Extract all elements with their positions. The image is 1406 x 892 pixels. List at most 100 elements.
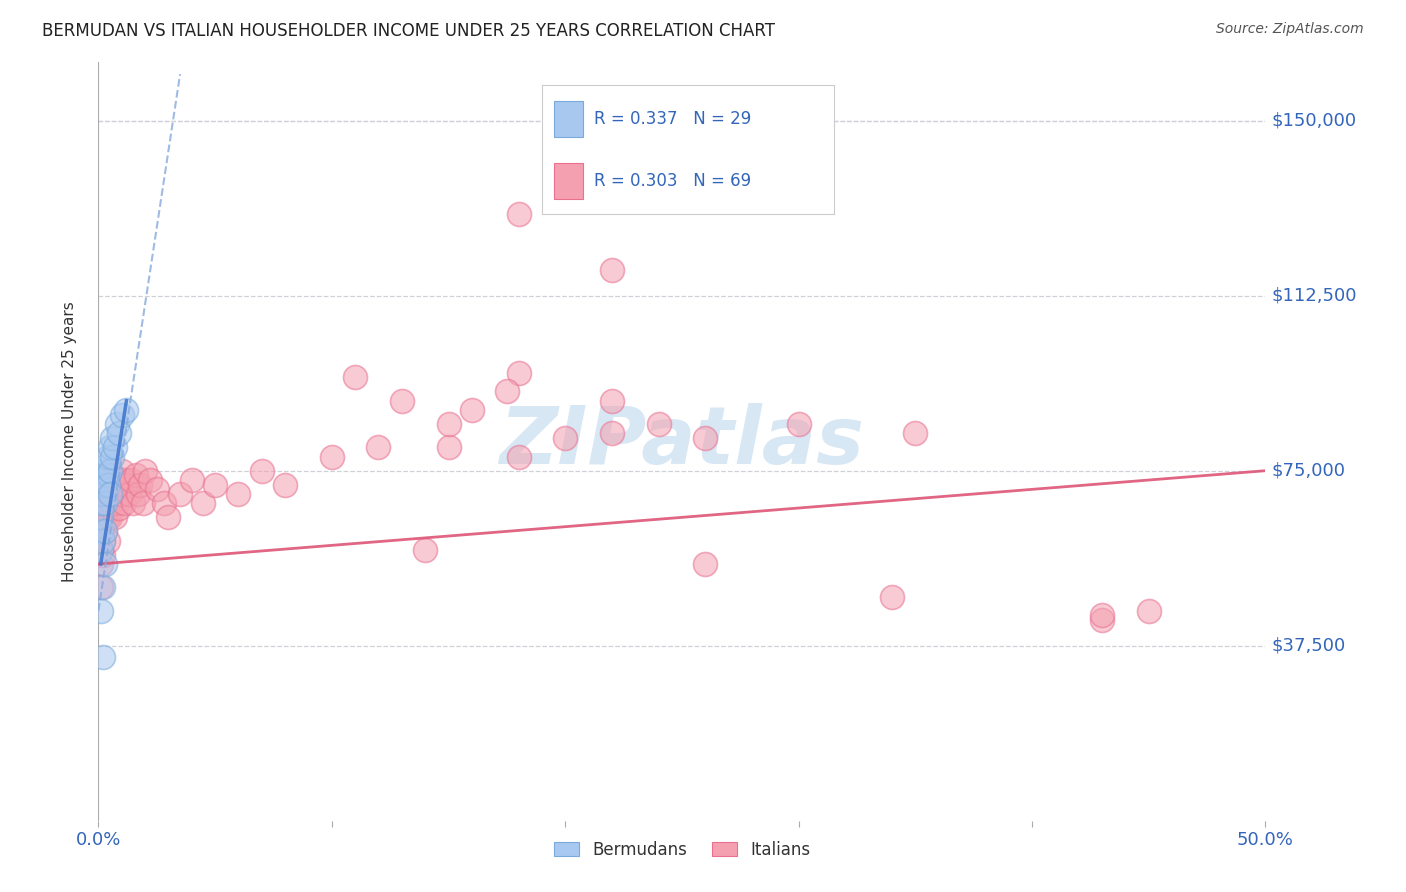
Point (111, 487, 134, 501)
Point (91, 580, 114, 594)
Point (90, 524, 112, 539)
Point (134, 464, 156, 478)
Point (97, 533, 120, 548)
Point (97, 510, 120, 524)
Point (695, 557, 717, 571)
Point (132, 496, 155, 510)
Text: $37,500: $37,500 (1271, 637, 1346, 655)
Point (461, 403, 484, 417)
Point (94, 483, 117, 497)
Point (1091, 613, 1114, 627)
Point (496, 384, 519, 399)
Point (108, 477, 131, 491)
Point (94, 557, 117, 571)
Point (94, 524, 117, 539)
Point (98, 496, 121, 510)
Point (139, 473, 162, 487)
Point (127, 487, 149, 501)
Point (146, 483, 169, 497)
Point (90, 543, 112, 558)
Point (250, 464, 273, 478)
Point (437, 441, 460, 455)
Point (104, 441, 127, 455)
Point (91, 496, 114, 510)
Text: ZIPatlas: ZIPatlas (499, 402, 865, 481)
Point (101, 450, 124, 464)
Point (122, 496, 145, 510)
Point (112, 473, 135, 487)
Point (115, 403, 138, 417)
Point (105, 496, 128, 510)
Point (152, 496, 174, 510)
Point (104, 477, 127, 491)
Point (90, 557, 112, 571)
Point (413, 543, 436, 558)
Point (108, 501, 131, 516)
Text: BERMUDAN VS ITALIAN HOUSEHOLDER INCOME UNDER 25 YEARS CORRELATION CHART: BERMUDAN VS ITALIAN HOUSEHOLDER INCOME U… (42, 22, 775, 40)
Point (98, 487, 121, 501)
Point (97, 477, 120, 491)
Point (437, 417, 460, 431)
Point (1091, 608, 1114, 623)
Point (94, 473, 117, 487)
Point (508, 366, 530, 380)
Point (97, 477, 120, 491)
Point (98, 464, 121, 478)
Point (91, 487, 114, 501)
Point (104, 510, 127, 524)
Y-axis label: Householder Income Under 25 years: Householder Income Under 25 years (62, 301, 77, 582)
Text: $75,000: $75,000 (1271, 462, 1346, 480)
Point (115, 477, 138, 491)
Point (101, 468, 124, 483)
Point (91, 519, 114, 533)
Point (98, 510, 121, 524)
Point (94, 506, 117, 520)
Point (129, 477, 152, 491)
Point (118, 487, 141, 501)
Point (880, 590, 903, 604)
Point (91, 533, 114, 548)
Point (91, 477, 114, 491)
Point (101, 496, 124, 510)
Point (391, 393, 413, 408)
Point (91, 533, 114, 548)
Point (157, 510, 180, 524)
Point (94, 496, 117, 510)
Point (228, 487, 250, 501)
Point (98, 441, 121, 455)
Point (169, 487, 191, 501)
Point (600, 426, 623, 441)
Point (101, 487, 124, 501)
Point (98, 473, 121, 487)
Point (97, 487, 120, 501)
Point (321, 450, 343, 464)
Point (904, 426, 927, 441)
Point (90, 604, 112, 618)
Point (367, 441, 389, 455)
Point (695, 431, 717, 445)
Point (90, 496, 112, 510)
Point (105, 473, 128, 487)
Point (787, 417, 810, 431)
Point (94, 496, 117, 510)
Point (97, 501, 120, 516)
Text: $112,500: $112,500 (1271, 286, 1357, 305)
Point (508, 450, 530, 464)
Point (180, 473, 202, 487)
Point (91, 477, 114, 491)
Point (204, 477, 226, 491)
Point (90, 524, 112, 539)
Point (193, 496, 215, 510)
Point (111, 408, 134, 422)
Point (94, 510, 117, 524)
Point (91, 464, 114, 478)
Point (600, 263, 623, 277)
Text: Source: ZipAtlas.com: Source: ZipAtlas.com (1216, 22, 1364, 37)
Point (101, 431, 124, 445)
Point (108, 426, 131, 441)
Point (554, 431, 576, 445)
Point (98, 483, 121, 497)
Point (97, 450, 120, 464)
Point (97, 468, 120, 483)
Point (91, 650, 114, 665)
